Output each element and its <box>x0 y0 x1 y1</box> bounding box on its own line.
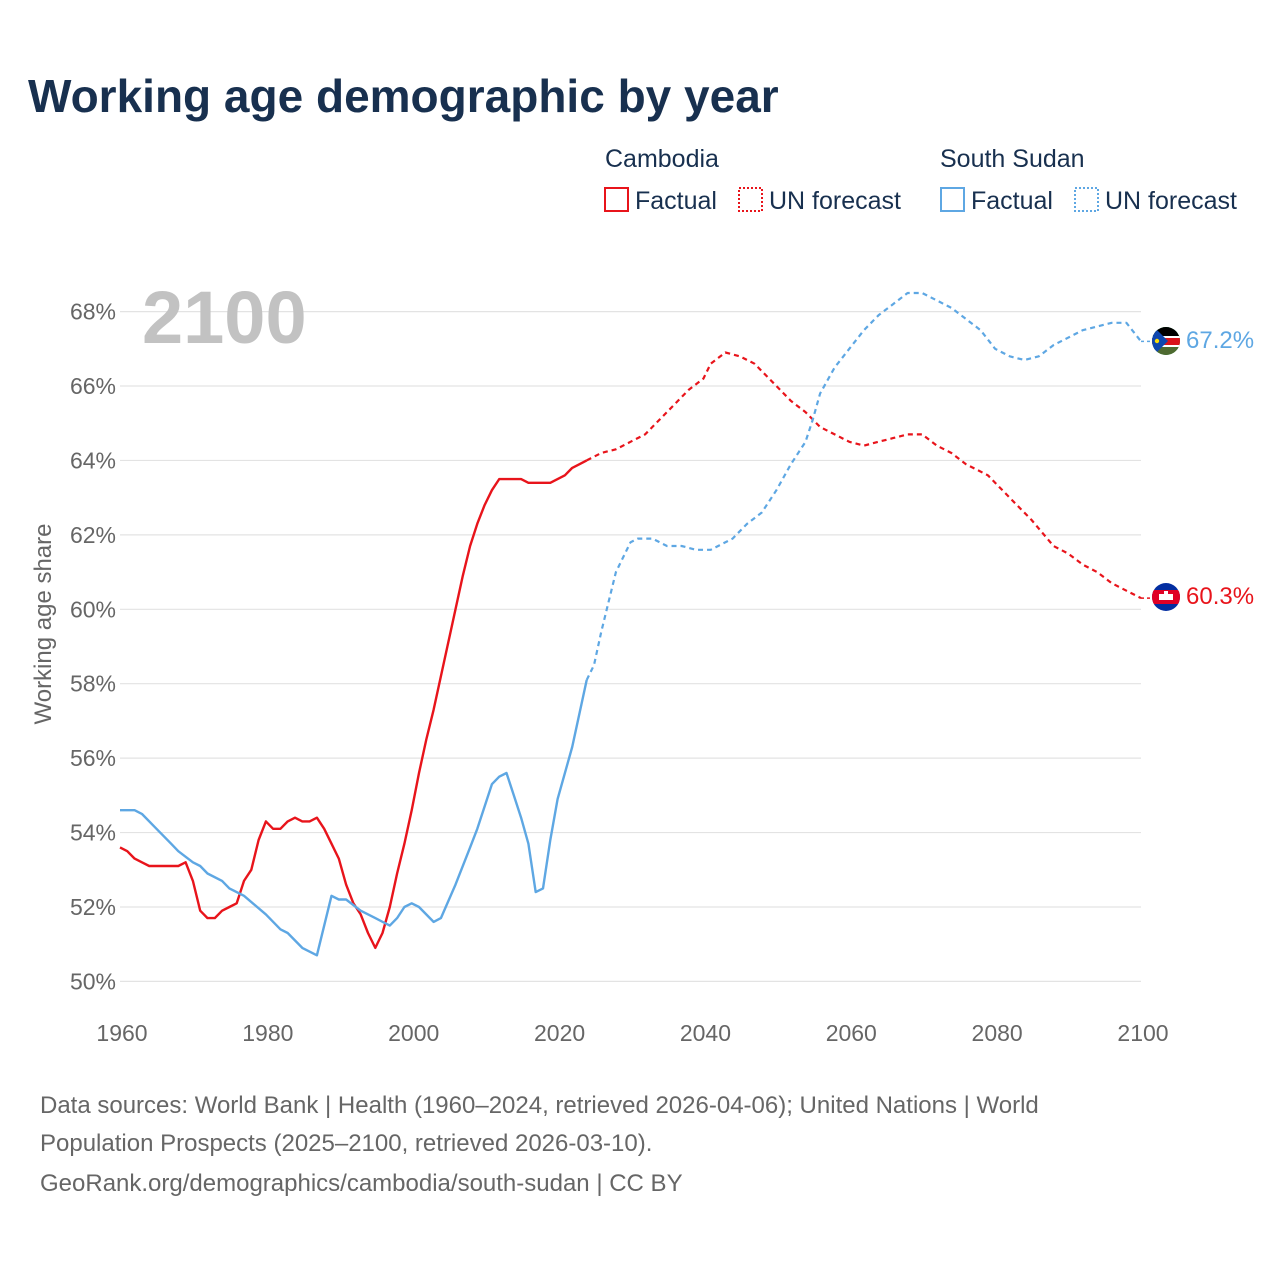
x-tick-label: 1980 <box>242 1020 293 1046</box>
x-axis-ticks: 1960 1980 2000 2020 2040 2060 2080 2100 <box>96 1020 1168 1046</box>
y-axis-label: Working age share <box>30 524 57 725</box>
legend-swatch-south-sudan-factual[interactable] <box>940 187 965 212</box>
x-tick-label: 2080 <box>972 1020 1023 1046</box>
x-tick-label: 2100 <box>1117 1020 1168 1046</box>
x-tick-label: 1960 <box>96 1020 147 1046</box>
chart-title: Working age demographic by year <box>28 70 779 122</box>
end-label-south-sudan: 67.2% <box>1186 327 1254 354</box>
x-tick-label: 2040 <box>680 1020 731 1046</box>
legend-swatch-cambodia-forecast[interactable] <box>738 187 763 212</box>
cambodia-flag-icon <box>1152 583 1180 611</box>
y-tick-label: 68% <box>70 299 116 325</box>
legend-label-cambodia-forecast[interactable]: UN forecast <box>769 187 901 215</box>
legend-label-south-sudan-factual[interactable]: Factual <box>971 187 1053 215</box>
source-line-1: Data sources: World Bank | Health (1960–… <box>40 1092 1039 1119</box>
year-watermark: 2100 <box>142 276 307 359</box>
legend-swatch-cambodia-factual[interactable] <box>604 187 629 212</box>
y-tick-label: 60% <box>70 596 116 622</box>
legend-label-cambodia-factual[interactable]: Factual <box>635 187 717 215</box>
source-line-2: Population Prospects (2025–2100, retriev… <box>40 1130 652 1157</box>
y-tick-label: 54% <box>70 820 116 846</box>
legend-group-south-sudan: South Sudan <box>940 145 1085 173</box>
y-tick-label: 58% <box>70 671 116 697</box>
series-lines <box>119 291 1152 957</box>
legend-label-south-sudan-forecast[interactable]: UN forecast <box>1105 187 1237 215</box>
source-link[interactable]: GeoRank.org/demographics/cambodia/south-… <box>40 1170 683 1197</box>
cambodia-forecast-line[interactable] <box>586 351 1142 600</box>
south-sudan-flag-icon <box>1152 327 1180 355</box>
legend: Cambodia Factual UN forecast South Sudan… <box>604 145 1237 215</box>
legend-group-cambodia: Cambodia <box>605 145 719 173</box>
x-tick-label: 2060 <box>826 1020 877 1046</box>
gridlines <box>120 311 1141 982</box>
south-sudan-forecast-line[interactable] <box>585 291 1142 681</box>
south-sudan-factual-line[interactable] <box>120 679 588 957</box>
y-tick-label: 52% <box>70 894 116 920</box>
x-tick-label: 2020 <box>534 1020 585 1046</box>
y-axis-ticks: 50% 52% 54% 56% 58% 60% 62% 64% 66% 68% <box>70 299 116 995</box>
y-tick-label: 62% <box>70 522 116 548</box>
cambodia-factual-line[interactable] <box>119 459 588 950</box>
y-tick-label: 66% <box>70 373 116 399</box>
y-tick-label: 50% <box>70 968 116 994</box>
legend-swatch-south-sudan-forecast[interactable] <box>1074 187 1099 212</box>
y-tick-label: 64% <box>70 447 116 473</box>
x-tick-label: 2000 <box>388 1020 439 1046</box>
end-label-cambodia: 60.3% <box>1186 583 1254 610</box>
y-tick-label: 56% <box>70 745 116 771</box>
